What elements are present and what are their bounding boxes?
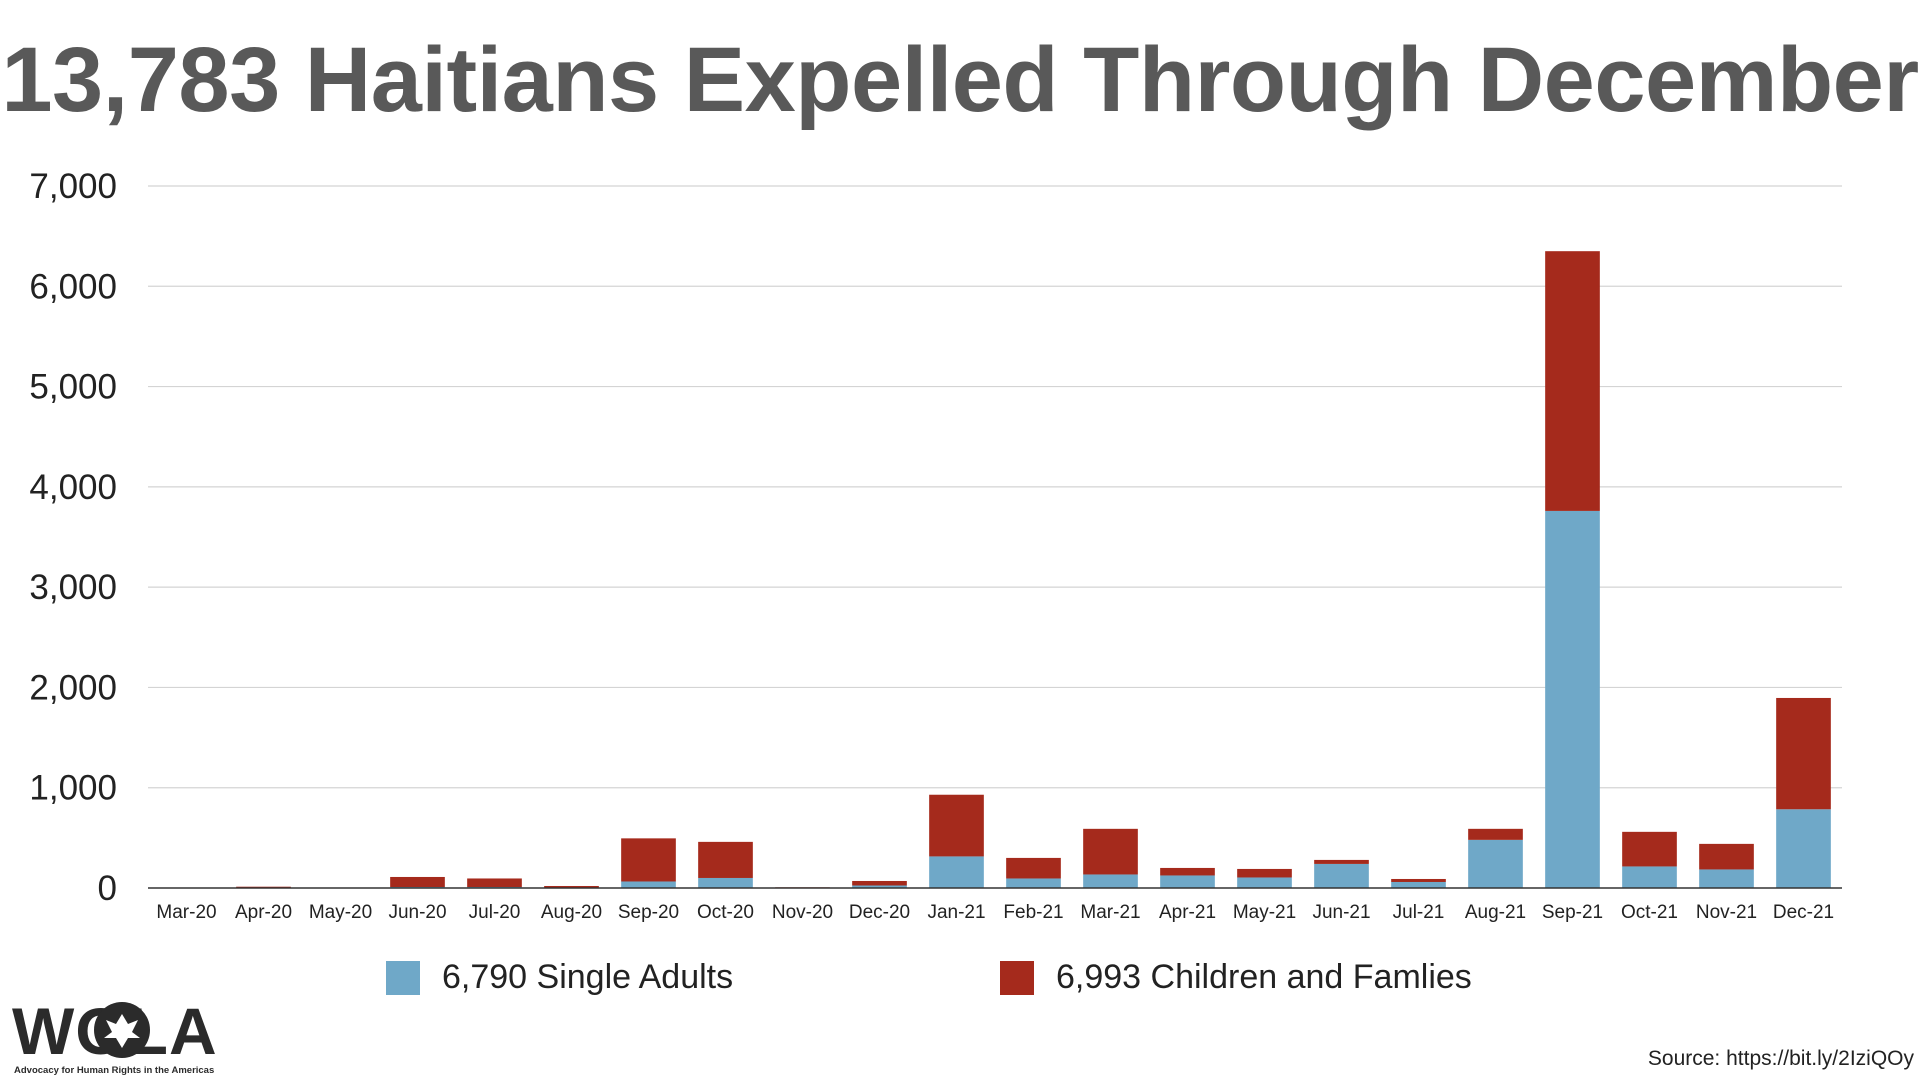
y-tick-label: 1,000 bbox=[29, 769, 117, 808]
x-tick-label: May-20 bbox=[309, 902, 372, 923]
y-tick-label: 5,000 bbox=[29, 368, 117, 407]
x-tick-label: Mar-21 bbox=[1080, 902, 1140, 923]
bar-single-adults-apr-21 bbox=[1160, 875, 1215, 888]
x-tick-label: Sep-21 bbox=[1542, 902, 1603, 923]
legend-item-children-families: 6,993 Children and Famlies bbox=[1000, 958, 1472, 997]
bar-single-adults-may-21 bbox=[1237, 877, 1292, 888]
x-tick-label: Aug-20 bbox=[541, 902, 602, 923]
bar-children-families-may-21 bbox=[1237, 868, 1292, 878]
x-tick-label: Nov-21 bbox=[1696, 902, 1757, 923]
bar-children-families-dec-20 bbox=[852, 880, 907, 886]
x-tick-label: Oct-21 bbox=[1621, 902, 1678, 923]
bar-single-adults-sep-21 bbox=[1545, 510, 1600, 888]
bar-children-families-jul-20 bbox=[467, 878, 522, 887]
bar-children-families-jan-21 bbox=[929, 794, 984, 857]
bar-children-families-jul-21 bbox=[1391, 878, 1446, 882]
logo-tagline: Advocacy for Human Rights in the America… bbox=[14, 1065, 215, 1076]
y-tick-label: 6,000 bbox=[29, 267, 117, 306]
legend-label-children-families: 6,993 Children and Famlies bbox=[1056, 958, 1472, 996]
bar-children-families-jun-20 bbox=[390, 876, 445, 887]
bar-single-adults-oct-21 bbox=[1622, 866, 1677, 888]
legend-swatch-children-families bbox=[1000, 960, 1034, 995]
x-tick-label: Dec-20 bbox=[849, 902, 910, 923]
bar-single-adults-dec-20 bbox=[852, 885, 907, 888]
x-tick-label: Dec-21 bbox=[1773, 902, 1834, 923]
x-tick-label: Jan-21 bbox=[927, 902, 985, 923]
bar-children-families-apr-21 bbox=[1160, 867, 1215, 876]
bar-single-adults-jun-21 bbox=[1314, 863, 1369, 888]
y-tick-label: 2,000 bbox=[29, 668, 117, 707]
bar-children-families-aug-21 bbox=[1468, 828, 1523, 840]
bar-single-adults-mar-21 bbox=[1083, 874, 1138, 888]
legend-item-single-adults: 6,790 Single Adults bbox=[386, 958, 733, 997]
x-tick-label: Jul-21 bbox=[1393, 902, 1445, 923]
x-tick-label: Jun-20 bbox=[388, 902, 446, 923]
stacked-bar-chart: 0 1,000 2,000 3,000 4,000 5,000 6,000 7,000 Mar… bbox=[29, 167, 1842, 923]
y-tick-label: 0 bbox=[98, 869, 117, 908]
x-axis-tick-labels: Mar-20 Apr-20 May-20 Jun-20 Jul-20 Aug-20 Sep-… bbox=[156, 902, 1834, 923]
x-tick-label: Apr-20 bbox=[235, 902, 292, 923]
bar-single-adults-feb-21 bbox=[1006, 878, 1061, 888]
bar-children-families-jun-21 bbox=[1314, 859, 1369, 864]
bar-children-families-feb-21 bbox=[1006, 857, 1061, 879]
bar-single-adults-sep-20 bbox=[621, 881, 676, 888]
source-note: Source: https://bit.ly/2IziQOy bbox=[1647, 1047, 1914, 1070]
dove-emblem-icon bbox=[94, 1002, 150, 1058]
x-tick-label: Aug-21 bbox=[1465, 902, 1526, 923]
x-tick-label: Apr-21 bbox=[1159, 902, 1216, 923]
bar-children-families-oct-20 bbox=[698, 841, 753, 878]
y-tick-label: 4,000 bbox=[29, 468, 117, 507]
legend-swatch-single-adults bbox=[386, 960, 420, 995]
bar-children-families-sep-20 bbox=[621, 838, 676, 882]
bar-children-families-oct-21 bbox=[1622, 831, 1677, 867]
bar-single-adults-aug-21 bbox=[1468, 839, 1523, 888]
x-tick-label: Nov-20 bbox=[772, 902, 833, 923]
bar-children-families-dec-21 bbox=[1776, 697, 1831, 810]
bar-children-families-apr-20 bbox=[236, 886, 291, 888]
y-tick-label: 3,000 bbox=[29, 568, 117, 607]
x-tick-label: Sep-20 bbox=[618, 902, 679, 923]
wola-logo: WOLA Advocacy for Human Rights in the Am… bbox=[12, 998, 252, 1078]
bar-children-families-nov-21 bbox=[1699, 843, 1754, 870]
legend: 6,790 Single Adults 6,993 Children and F… bbox=[0, 958, 1920, 1008]
chart-title: 13,783 Haitians Expelled Through Decembe… bbox=[1, 29, 1919, 131]
x-tick-label: Oct-20 bbox=[697, 902, 754, 923]
bar-children-families-sep-21 bbox=[1545, 251, 1600, 511]
x-tick-label: Jun-21 bbox=[1312, 902, 1370, 923]
x-tick-label: Jul-20 bbox=[469, 902, 521, 923]
x-tick-label: Mar-20 bbox=[156, 902, 216, 923]
bar-single-adults-oct-20 bbox=[698, 877, 753, 888]
bar-single-adults-jul-21 bbox=[1391, 881, 1446, 888]
bar-single-adults-nov-21 bbox=[1699, 869, 1754, 888]
y-tick-label: 7,000 bbox=[29, 167, 117, 206]
y-axis-tick-labels: 0 1,000 2,000 3,000 4,000 5,000 6,000 7,000 bbox=[29, 167, 117, 908]
x-tick-label: Feb-21 bbox=[1003, 902, 1063, 923]
bar-single-adults-jan-21 bbox=[929, 856, 984, 888]
bars bbox=[159, 251, 1831, 888]
bar-single-adults-dec-21 bbox=[1776, 809, 1831, 888]
bar-children-families-aug-20 bbox=[544, 885, 599, 888]
legend-label-single-adults: 6,790 Single Adults bbox=[442, 958, 734, 996]
bar-children-families-mar-21 bbox=[1083, 828, 1138, 875]
x-tick-label: May-21 bbox=[1233, 902, 1296, 923]
